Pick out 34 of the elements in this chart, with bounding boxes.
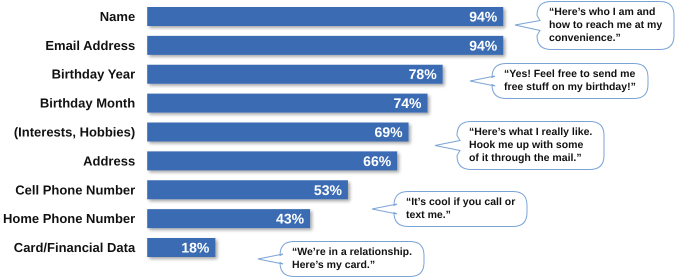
data-label: 94% [469,37,498,54]
bar [147,180,348,200]
bar [147,151,398,170]
data-label: 74% [393,95,422,112]
annotation: “Here’s what I really like. Hook me up with some of it through the mail.” [469,126,592,164]
y-tick-label: Birthday Month [40,96,136,111]
bar [147,36,504,55]
bar [147,64,443,84]
y-tick-label: Home Phone Number [2,211,136,226]
annotation: “It’s cool if you call or text me.” [406,196,516,222]
bar [147,6,504,26]
y-tick-label: Card/Financial Data [14,240,136,256]
y-tick-label: Name [100,8,136,24]
data-label: 66% [363,152,392,169]
data-label: 69% [374,124,404,140]
y-tick-label: (Interests, Hobbies) [14,124,136,140]
y-tick-label: Email Address [45,38,136,53]
y-tick-label: Cell Phone Number [15,182,136,198]
annotation: “We’re in a relationship. Here’s my card.” [292,246,412,272]
data-label: 43% [276,210,305,227]
bar [147,122,409,142]
y-tick-label: Birthday Year [52,66,136,82]
speech-bubble: “Yes! Feel free to send me free stuff on my birthday!” [470,63,648,99]
speech-bubble: “We’re in a relationship. Here’s my card.” [258,241,424,277]
bar [147,209,310,228]
speech-bubble: “Here’s who I am and how to reach me at my convenience.” [515,1,674,50]
y-tick-label: Address [83,153,136,168]
data-label: 78% [408,66,438,82]
data-label: 18% [181,240,210,256]
bar [147,94,428,113]
data-label: 94% [469,8,498,24]
data-label: 53% [314,182,342,198]
speech-bubble: “It’s cool if you call or text me.” [372,191,527,227]
speech-bubble: “Here’s what I really like. Hook me up with some of it through the mail.” [435,120,604,170]
